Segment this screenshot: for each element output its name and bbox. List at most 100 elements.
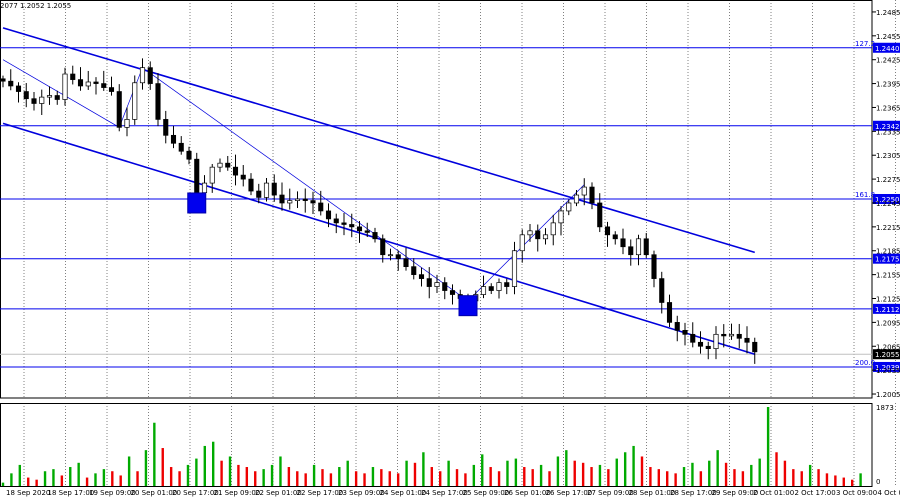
- time-tick-label: 19 Sep 09:00: [89, 489, 136, 497]
- time-tick-label: 2 Oct 17:00: [795, 489, 836, 497]
- candle-up: [480, 286, 487, 295]
- price-level-tag: [873, 42, 900, 53]
- candle-up: [132, 82, 138, 120]
- candle-down: [155, 83, 161, 120]
- candle-up: [62, 73, 68, 100]
- candle-up: [713, 333, 719, 349]
- candle-up: [209, 166, 215, 184]
- candle-down: [101, 83, 107, 88]
- time-tick-label: 29 Sep 09:00: [712, 489, 759, 497]
- candle-up: [85, 81, 91, 87]
- candle-down: [271, 182, 277, 196]
- candle-down: [418, 274, 425, 279]
- price-level-label: 1.2112: [875, 306, 900, 314]
- price-level-label: 1.2342: [875, 123, 900, 131]
- candle-down: [77, 79, 84, 87]
- price-tick-label: 1.2035: [876, 367, 900, 375]
- candle-down: [225, 162, 231, 168]
- candle-down: [31, 98, 37, 104]
- candle-down: [403, 258, 409, 268]
- candle-down: [597, 202, 603, 228]
- candle-up: [434, 282, 440, 287]
- candle-up: [558, 210, 564, 224]
- price-level-label: 1.2440: [875, 45, 900, 53]
- candle-up: [387, 254, 394, 257]
- candle-down: [147, 67, 153, 84]
- time-tick-label: 3 Oct 09:00: [836, 489, 877, 497]
- candle-up: [635, 238, 642, 256]
- candle-down: [349, 224, 355, 228]
- price-tick-label: 1.2125: [876, 296, 900, 304]
- grid: [0, 0, 896, 487]
- price-tick-label: 1.2395: [876, 81, 900, 89]
- current-price-label: 1.2055: [875, 351, 900, 359]
- candle-down: [302, 198, 308, 201]
- time-tick-label: 20 Sep 01:00: [131, 489, 178, 497]
- candle-up: [566, 202, 572, 212]
- candle-down: [589, 186, 595, 204]
- candle-up: [496, 282, 502, 291]
- candle-down: [248, 178, 254, 192]
- candle-up: [527, 230, 533, 236]
- candle-up: [573, 194, 580, 204]
- candle-down: [178, 142, 184, 152]
- candle-down: [697, 341, 704, 347]
- candle-down: [310, 200, 316, 204]
- price-tick-label: 1.2095: [876, 319, 900, 327]
- candle-down: [240, 174, 246, 180]
- candle-down: [674, 322, 680, 331]
- price-tick-label: 1.2335: [876, 128, 900, 136]
- candle-down: [411, 266, 417, 275]
- price-tick-label: 1.2005: [876, 391, 900, 399]
- price-tick-label: 1.2185: [876, 248, 900, 256]
- candle-down: [15, 85, 22, 92]
- volume-frame: [0, 403, 873, 487]
- candle-down: [449, 290, 456, 295]
- time-tick-label: 21 Sep 09:00: [214, 489, 261, 497]
- price-level-label: 1.2039: [875, 364, 900, 372]
- time-tick-label: 25 Sep 09:00: [463, 489, 510, 497]
- price-tick-label: 1.2215: [876, 224, 900, 232]
- candle-down: [682, 329, 688, 335]
- candle-up: [550, 222, 556, 236]
- candle-up: [201, 182, 208, 193]
- candle-down: [0, 78, 6, 82]
- price-level-tag: [873, 253, 900, 264]
- time-tick-label: 26 Sep 17:00: [546, 489, 593, 497]
- candle-down: [318, 202, 324, 212]
- candle-up: [581, 186, 587, 196]
- candle-down: [488, 286, 494, 291]
- price-tick-label: 1.2485: [876, 9, 900, 17]
- price-tick-label: 1.2245: [876, 200, 900, 208]
- time-tick-label: 18 Sep 2020: [6, 489, 50, 497]
- candle-down: [194, 158, 200, 193]
- candle-down: [380, 238, 386, 256]
- candle-down: [620, 238, 626, 248]
- candle-down: [426, 278, 432, 287]
- fib-level-label: 161.8: [855, 191, 875, 199]
- candle-up: [39, 96, 45, 104]
- price-tick-label: 1.2365: [876, 104, 900, 112]
- candle-down: [690, 333, 696, 343]
- price-tick-label: 1.2425: [876, 57, 900, 65]
- time-tick-label: 26 Sep 01:00: [504, 489, 551, 497]
- candle-down: [752, 341, 758, 353]
- price-tick-label: 1.2275: [876, 176, 900, 184]
- time-tick-label: 27 Sep 09:00: [587, 489, 634, 497]
- candle-down: [666, 302, 673, 323]
- candle-down: [116, 91, 122, 128]
- candle-down: [256, 190, 262, 198]
- candle-down: [442, 282, 448, 291]
- candle-down: [333, 218, 339, 224]
- candle-down: [659, 278, 665, 303]
- price-level-tag: [873, 303, 900, 314]
- price-level-tag: [873, 361, 900, 372]
- candle-down: [54, 95, 60, 100]
- candle-down: [23, 91, 29, 100]
- candle-down: [628, 246, 634, 256]
- time-tick-label: 22 Sep 01:00: [255, 489, 302, 497]
- channel-upper-line: [2, 27, 755, 254]
- candle-down: [744, 337, 750, 343]
